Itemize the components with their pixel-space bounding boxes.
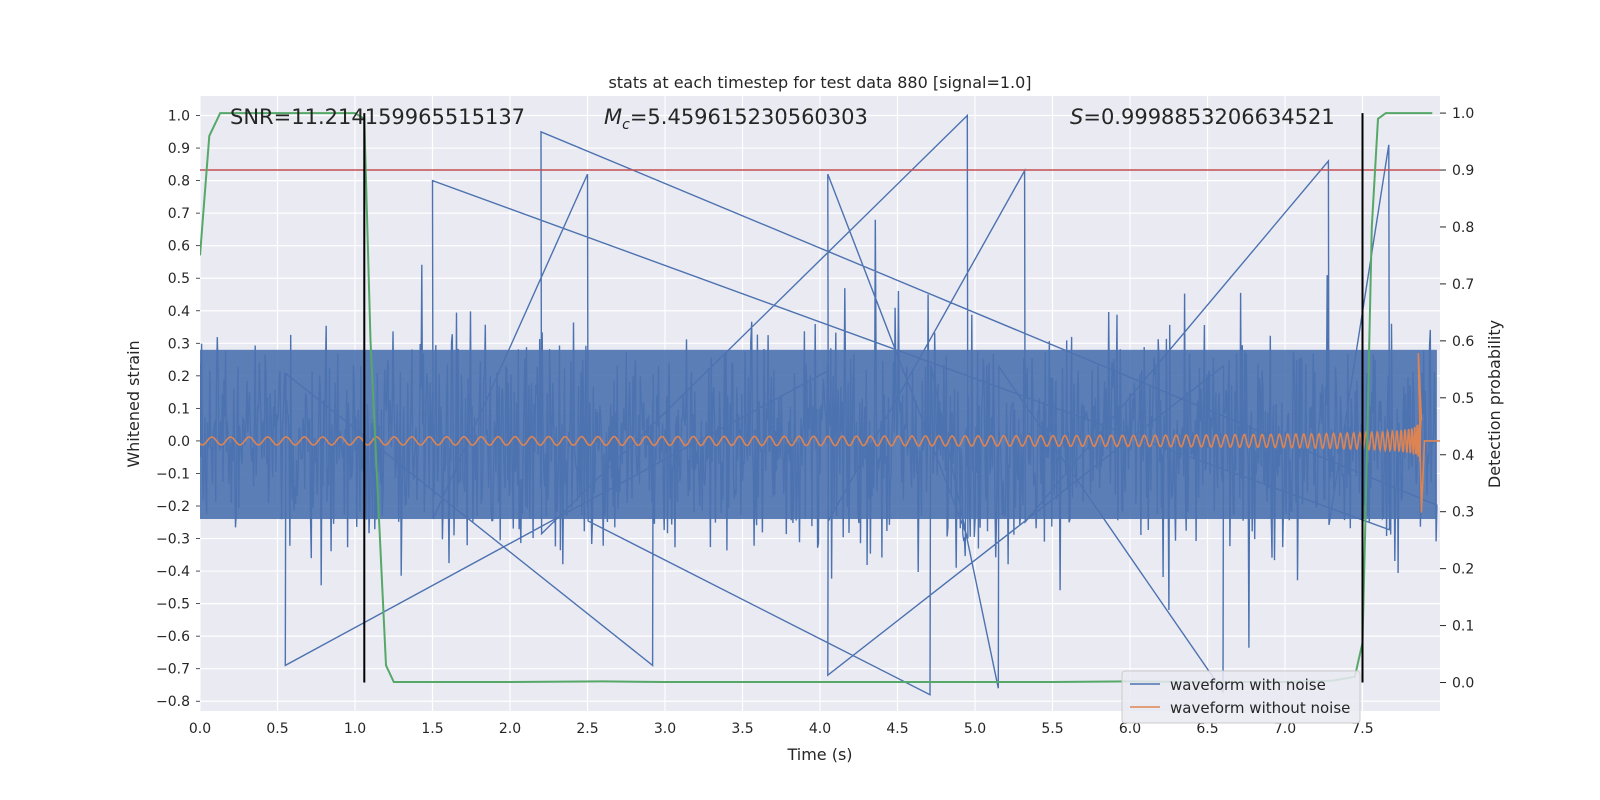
x-tick-label: 0.0 [189, 721, 211, 737]
y-tick-label: 0.3 [168, 336, 190, 352]
x-tick-label: 7.0 [1274, 721, 1296, 737]
series-noise-core-band [200, 349, 1437, 520]
x-tick-label: 1.5 [421, 721, 443, 737]
y-tick-label: −0.7 [156, 662, 190, 678]
y-tick-label: 1.0 [168, 109, 190, 125]
x-tick-label: 6.0 [1119, 721, 1141, 737]
chirp-mass-symbol: M [604, 105, 622, 129]
y2-axis-label: Detection probability [1485, 320, 1504, 488]
y-tick-label: −0.4 [156, 564, 190, 580]
x-tick-label: 7.5 [1351, 721, 1373, 737]
y2-tick-label: 0.8 [1452, 220, 1474, 236]
legend-label-noise: waveform with noise [1170, 676, 1326, 694]
y-tick-label: 0.1 [168, 401, 190, 417]
y-tick-label: 0.5 [168, 271, 190, 287]
y-tick-label: −0.1 [156, 466, 190, 482]
y2-tick-label: 0.4 [1452, 448, 1474, 464]
y-tick-label: 0.2 [168, 369, 190, 385]
chirp-mass-annotation: Mc=5.459615230560303 [604, 105, 868, 133]
y-tick-label: 0.7 [168, 206, 190, 222]
x-tick-label: 2.0 [499, 721, 521, 737]
x-tick-label: 3.0 [654, 721, 676, 737]
y-tick-label: −0.6 [156, 629, 190, 645]
y2-tick-label: 1.0 [1452, 106, 1474, 122]
y-tick-label: 0.9 [168, 141, 190, 157]
series-waveform-without-noise [200, 353, 1440, 513]
chirp-mass-subscript: c [622, 117, 630, 133]
y2-tick-label: 0.5 [1452, 391, 1474, 407]
y-tick-label: 0.6 [168, 239, 190, 255]
x-tick-label: 3.5 [731, 721, 753, 737]
x-tick-label: 2.5 [576, 721, 598, 737]
legend: waveform with noise waveform without noi… [1121, 670, 1361, 724]
y-tick-label: 0.0 [168, 434, 190, 450]
x-tick-label: 4.5 [886, 721, 908, 737]
axes: 0.0 0.5 1.0 1.5 2.0 2.5 3.0 3.5 4.0 4.5 5.0 5.5 6.0 6… [156, 106, 1474, 737]
snr-annotation: SNR=11.214159965515137 [230, 105, 525, 129]
y-tick-label: −0.5 [156, 597, 190, 613]
y2-tick-label: 0.2 [1452, 562, 1474, 578]
legend-box [1121, 670, 1361, 724]
y-axis-label: Whitened strain [124, 340, 143, 467]
y2-tick-label: 0.9 [1452, 163, 1474, 179]
x-tick-label: 5.5 [1041, 721, 1063, 737]
y2-tick-label: 0.6 [1452, 334, 1474, 350]
series-detection-probability [200, 112, 1433, 683]
y-tick-label: 0.8 [168, 174, 190, 190]
chirp-mass-value: =5.459615230560303 [630, 105, 868, 129]
y-tick-label: −0.3 [156, 532, 190, 548]
series-layer [200, 112, 1440, 696]
y2-tick-label: 0.1 [1452, 619, 1474, 635]
x-tick-label: 5.0 [964, 721, 986, 737]
y-tick-label: −0.8 [156, 694, 190, 710]
y-tick-label: −0.2 [156, 499, 190, 515]
chart-title: stats at each timestep for test data 880… [608, 73, 1031, 92]
y2-tick-label: 0.3 [1452, 505, 1474, 521]
x-tick-label: 0.5 [266, 721, 288, 737]
x-axis-label: Time (s) [786, 745, 852, 764]
y-tick-label: 0.4 [168, 304, 190, 320]
s-symbol: S [1070, 105, 1083, 129]
y2-tick-label: 0.7 [1452, 277, 1474, 293]
y2-tick-label: 0.0 [1452, 676, 1474, 692]
x-tick-label: 4.0 [809, 721, 831, 737]
legend-label-clean: waveform without noise [1170, 699, 1350, 717]
s-annotation: S=0.9998853206634521 [1070, 105, 1335, 129]
x-tick-label: 1.0 [344, 721, 366, 737]
s-value: =0.9998853206634521 [1083, 105, 1334, 129]
x-tick-label: 6.5 [1196, 721, 1218, 737]
